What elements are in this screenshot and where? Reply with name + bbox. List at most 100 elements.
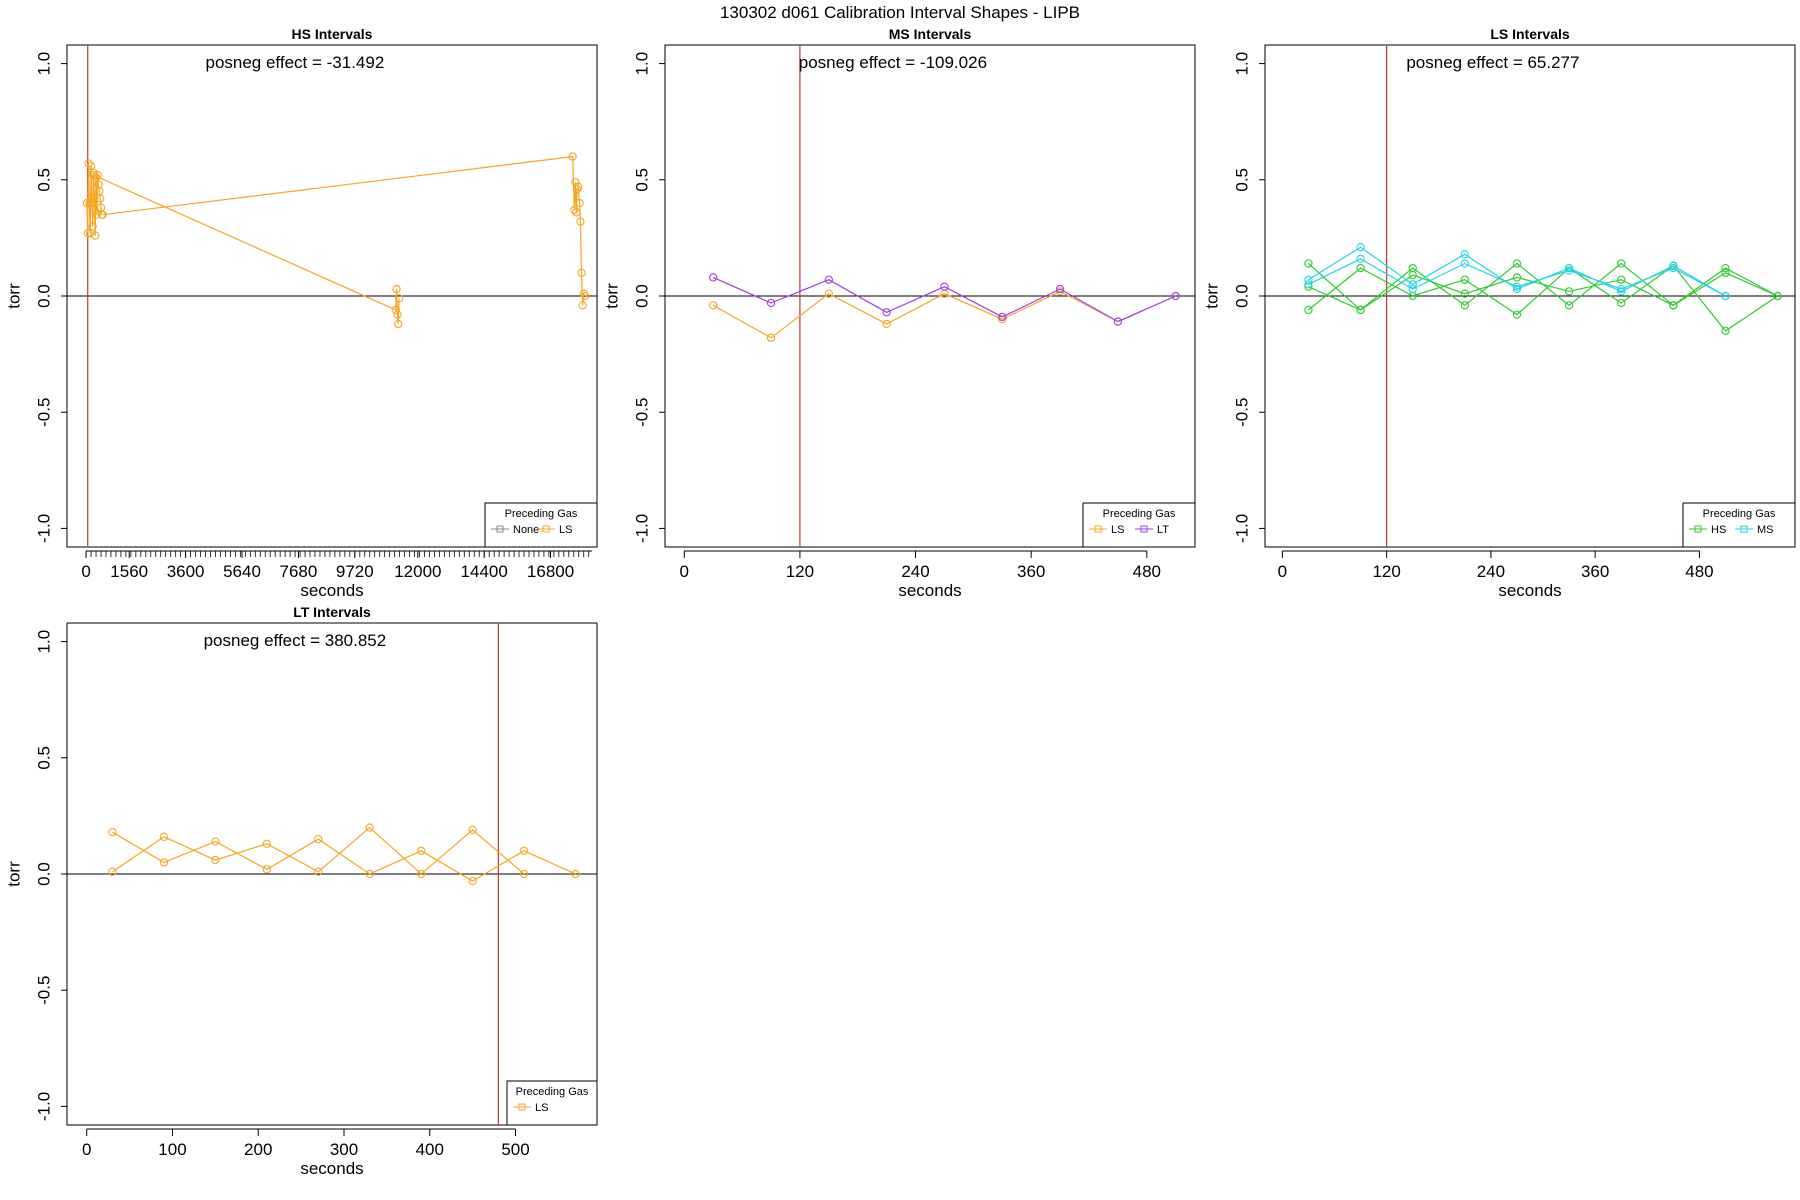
data-point — [89, 170, 98, 180]
data-point — [394, 319, 403, 329]
data-point — [1721, 268, 1730, 277]
data-point — [1617, 284, 1626, 294]
data-point — [108, 828, 117, 837]
data-point — [417, 869, 426, 879]
x-tick-label: 3600 — [167, 562, 205, 581]
panels: HS Intervals -1.0 -0.5 0.0 0.5 1.0 torr 0 1560 36… — [4, 26, 1796, 1178]
data-point — [570, 205, 579, 215]
panel-title: MS Intervals — [889, 26, 972, 42]
x-axis-label: seconds — [300, 581, 363, 600]
x-axis-label: seconds — [898, 581, 961, 600]
legend: Preceding Gas LS LT — [1082, 502, 1196, 548]
series-line-0 — [712, 290, 1176, 339]
x-tick-label: 500 — [501, 1140, 529, 1159]
data-point — [1669, 263, 1678, 273]
x-tick-label: 360 — [1581, 562, 1609, 581]
legend-title: Preceding Gas — [1703, 508, 1776, 520]
legend-swatch-marker — [1740, 525, 1748, 533]
data-point — [1460, 250, 1469, 259]
data-point — [393, 310, 402, 319]
x-tick-label: 0 — [1278, 562, 1287, 581]
legend-swatch-marker — [518, 1103, 526, 1111]
panel-title: LT Intervals — [293, 604, 371, 620]
data-point — [940, 282, 949, 291]
legend-title: Preceding Gas — [1103, 508, 1176, 520]
data-point — [1564, 287, 1574, 296]
data-point — [1408, 284, 1417, 294]
data-point — [1721, 326, 1730, 336]
data-point — [1460, 259, 1469, 268]
series-line-0 — [86, 163, 103, 236]
data-point — [824, 289, 833, 298]
x-tick-label: 400 — [416, 1140, 444, 1159]
data-point — [88, 222, 97, 231]
data-point — [1564, 301, 1574, 310]
series-line-3 — [1308, 246, 1726, 297]
data-point — [1669, 301, 1678, 310]
posneg-annotation: posneg effect = -109.026 — [799, 53, 987, 72]
data-point — [392, 284, 401, 294]
data-point — [89, 168, 98, 177]
data-point — [1171, 291, 1180, 301]
data-point — [91, 231, 100, 240]
y-tick-label: -0.5 — [1232, 398, 1251, 427]
legend-box — [484, 502, 598, 548]
data-point — [882, 319, 891, 329]
x-tick-label: 0 — [81, 562, 90, 581]
data-point — [85, 198, 94, 208]
series-line-4 — [1308, 258, 1726, 297]
x-tick-label: 120 — [1372, 562, 1400, 581]
data-point — [824, 275, 833, 284]
data-point — [1304, 280, 1313, 289]
x-tick-label: 240 — [901, 562, 929, 581]
data-point — [1460, 275, 1469, 284]
data-point — [519, 846, 529, 855]
legend-label: HS — [1711, 524, 1726, 536]
data-point — [1460, 289, 1469, 298]
x-tick-label: 0 — [82, 1140, 91, 1159]
legend-box — [1682, 502, 1796, 548]
data-point — [90, 194, 99, 203]
data-point — [1564, 266, 1574, 275]
x-tick-label: 5640 — [223, 562, 261, 581]
chart-panel-3: LT Intervals -1.0 -0.5 0.0 0.5 1.0 torr 0 100 200… — [4, 604, 598, 1178]
x-tick-label: 7680 — [279, 562, 317, 581]
legend-swatch-marker — [1694, 525, 1702, 533]
y-tick-label: 0.5 — [34, 746, 53, 770]
data-point — [1669, 261, 1678, 270]
data-point — [578, 301, 587, 310]
data-point — [1512, 282, 1522, 291]
x-tick-label: 12000 — [394, 562, 441, 581]
chart-panel-2: LS Intervals -1.0 -0.5 0.0 0.5 1.0 torr 0 120 240… — [1202, 26, 1796, 600]
data-point — [1356, 254, 1365, 263]
data-point — [365, 823, 374, 832]
series-line-0 — [112, 831, 576, 882]
y-tick-label: 0.0 — [632, 284, 651, 308]
data-point — [572, 208, 581, 217]
y-tick-label: 1.0 — [1232, 52, 1251, 76]
data-point — [1512, 284, 1522, 294]
data-point — [98, 210, 107, 219]
data-point — [998, 312, 1007, 322]
y-axis-label: torr — [602, 283, 621, 309]
x-tick-label: 9720 — [336, 562, 374, 581]
legend: Preceding Gas None LS — [484, 502, 598, 548]
data-point — [1304, 259, 1313, 268]
legend: Preceding Gas LS — [506, 1080, 598, 1126]
data-point — [211, 855, 220, 865]
x-tick-label: 100 — [158, 1140, 186, 1159]
y-tick-label: 0.0 — [34, 284, 53, 308]
data-point — [262, 839, 271, 848]
data-point — [580, 291, 590, 301]
data-point — [1304, 275, 1313, 284]
data-point — [1617, 287, 1626, 296]
posneg-annotation: posneg effect = 65.277 — [1406, 53, 1579, 72]
x-tick-label: 1560 — [110, 562, 148, 581]
data-point — [391, 305, 400, 315]
figure-title: 130302 d061 Calibration Interval Shapes … — [720, 3, 1080, 22]
y-tick-label: 0.0 — [1232, 284, 1251, 308]
data-point — [1512, 273, 1522, 282]
y-axis-label: torr — [4, 283, 23, 309]
data-point — [577, 268, 586, 277]
